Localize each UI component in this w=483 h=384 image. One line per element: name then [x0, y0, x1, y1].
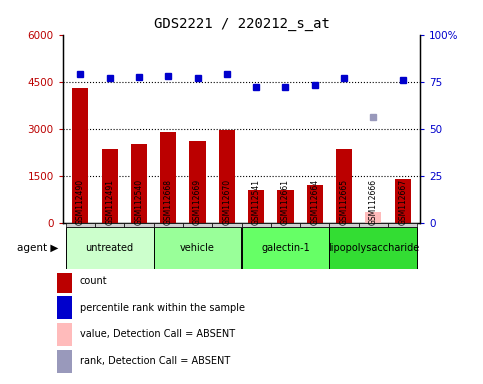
- Bar: [131, 144, 147, 223]
- Text: galectin-1: galectin-1: [261, 243, 310, 253]
- Text: untreated: untreated: [85, 243, 134, 253]
- Text: GSM112661: GSM112661: [281, 179, 290, 225]
- Bar: [154, 227, 242, 269]
- Text: GSM112491: GSM112491: [105, 179, 114, 225]
- Bar: [101, 149, 118, 223]
- Bar: [57, 269, 72, 293]
- Bar: [219, 130, 235, 223]
- Text: GSM112670: GSM112670: [222, 179, 231, 225]
- Bar: [277, 190, 294, 223]
- Bar: [57, 323, 72, 346]
- Text: GSM112664: GSM112664: [310, 179, 319, 225]
- Text: GSM112667: GSM112667: [398, 179, 407, 225]
- Text: value, Detection Call = ABSENT: value, Detection Call = ABSENT: [80, 329, 235, 339]
- Text: GSM112669: GSM112669: [193, 179, 202, 225]
- Text: GSM112668: GSM112668: [164, 179, 173, 225]
- Bar: [57, 349, 72, 373]
- Title: GDS2221 / 220212_s_at: GDS2221 / 220212_s_at: [154, 17, 329, 31]
- Text: GSM112666: GSM112666: [369, 179, 378, 225]
- Bar: [307, 185, 323, 223]
- Bar: [242, 227, 329, 269]
- Text: vehicle: vehicle: [180, 243, 215, 253]
- Bar: [189, 141, 206, 223]
- Bar: [395, 179, 411, 223]
- Text: GSM112540: GSM112540: [134, 179, 143, 225]
- Bar: [57, 296, 72, 319]
- Bar: [329, 227, 417, 269]
- Bar: [66, 227, 154, 269]
- Bar: [365, 212, 382, 223]
- Bar: [336, 149, 352, 223]
- Text: GSM112541: GSM112541: [252, 179, 261, 225]
- Bar: [248, 190, 264, 223]
- Text: percentile rank within the sample: percentile rank within the sample: [80, 303, 244, 313]
- Text: agent ▶: agent ▶: [16, 243, 58, 253]
- Text: count: count: [80, 276, 107, 286]
- Bar: [72, 88, 88, 223]
- Text: GSM112665: GSM112665: [340, 179, 349, 225]
- Text: lipopolysaccharide: lipopolysaccharide: [327, 243, 419, 253]
- Text: GSM112490: GSM112490: [76, 179, 85, 225]
- Text: rank, Detection Call = ABSENT: rank, Detection Call = ABSENT: [80, 356, 230, 366]
- Bar: [160, 132, 176, 223]
